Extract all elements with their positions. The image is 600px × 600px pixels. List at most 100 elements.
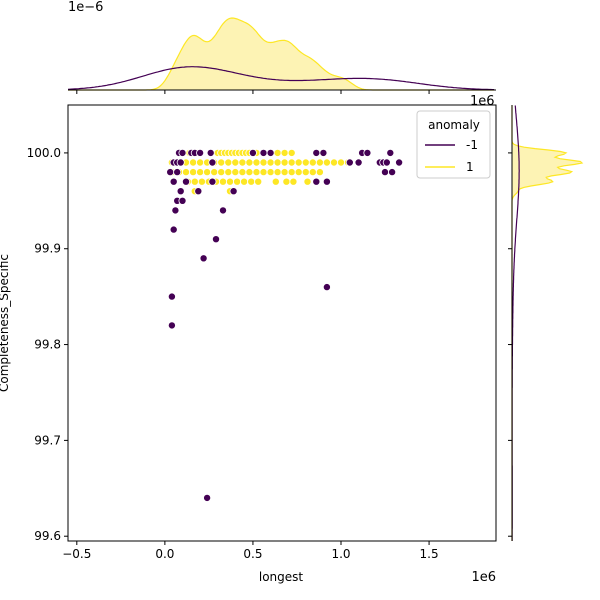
legend-title: anomaly bbox=[428, 118, 480, 132]
point-anomaly-1 bbox=[217, 168, 226, 177]
point-anomaly-1 bbox=[197, 177, 206, 186]
point-anomaly-1 bbox=[254, 177, 263, 186]
x-axis-offset-text: 1e6 bbox=[471, 570, 496, 585]
point-anomaly-1 bbox=[336, 158, 345, 167]
point-anomaly-1 bbox=[287, 158, 296, 167]
point-anomaly-1 bbox=[303, 177, 312, 186]
point-anomaly-1 bbox=[273, 158, 282, 167]
point-anomaly-neg1 bbox=[169, 177, 178, 186]
scatter-points bbox=[166, 148, 404, 502]
point-anomaly-neg1 bbox=[208, 177, 217, 186]
x-axis-ticks: −0.5 0.0 0.5 1.0 1.5 bbox=[62, 90, 439, 561]
top-marginal-kde-fill bbox=[68, 18, 495, 90]
point-anomaly-1 bbox=[224, 168, 233, 177]
point-anomaly-1 bbox=[271, 177, 280, 186]
y-axis-label: Completeness_Specific bbox=[0, 254, 11, 392]
point-anomaly-neg1 bbox=[167, 321, 176, 330]
point-anomaly-1 bbox=[224, 158, 233, 167]
point-anomaly-neg1 bbox=[206, 148, 215, 157]
point-anomaly-1 bbox=[266, 158, 275, 167]
x-tick-label: −0.5 bbox=[62, 547, 91, 561]
point-anomaly-1 bbox=[289, 177, 298, 186]
point-anomaly-neg1 bbox=[203, 493, 212, 502]
point-anomaly-1 bbox=[238, 168, 247, 177]
point-anomaly-neg1 bbox=[380, 168, 389, 177]
main-plot-area: −0.5 0.0 0.5 1.0 1.5 99.6 99.7 99.8 99.9 100.0 l… bbox=[0, 90, 512, 585]
point-anomaly-neg1 bbox=[322, 283, 331, 292]
point-anomaly-1 bbox=[301, 158, 310, 167]
point-anomaly-1 bbox=[196, 158, 205, 167]
point-anomaly-1 bbox=[245, 158, 254, 167]
y-tick-label: 99.6 bbox=[34, 529, 61, 543]
point-anomaly-1 bbox=[329, 158, 338, 167]
right-marginal-kde-fill bbox=[512, 105, 582, 541]
x-tick-label: 1.0 bbox=[331, 547, 350, 561]
point-anomaly-1 bbox=[315, 158, 324, 167]
point-anomaly-1 bbox=[217, 158, 226, 167]
point-anomaly-1 bbox=[190, 177, 199, 186]
point-anomaly-1 bbox=[308, 168, 317, 177]
point-anomaly-neg1 bbox=[178, 196, 187, 205]
point-anomaly-1 bbox=[280, 168, 289, 177]
point-anomaly-neg1 bbox=[248, 148, 257, 157]
x-tick-label: 1.5 bbox=[420, 547, 439, 561]
y-tick-label: 99.7 bbox=[34, 433, 61, 447]
point-anomaly-neg1 bbox=[199, 254, 208, 263]
point-anomaly-1 bbox=[245, 168, 254, 177]
y-tick-label: 99.8 bbox=[34, 338, 61, 352]
point-anomaly-1 bbox=[203, 168, 212, 177]
top-marginal-offset-text: 1e−6 bbox=[68, 0, 103, 15]
point-anomaly-1 bbox=[280, 148, 289, 157]
point-anomaly-1 bbox=[218, 177, 227, 186]
point-anomaly-1 bbox=[189, 158, 198, 167]
point-anomaly-neg1 bbox=[388, 168, 397, 177]
point-anomaly-1 bbox=[308, 158, 317, 167]
x-tick-label: 0.5 bbox=[243, 547, 262, 561]
point-anomaly-1 bbox=[181, 168, 190, 177]
point-anomaly-1 bbox=[196, 168, 205, 177]
right-marginal-offset-text: 1e6 bbox=[470, 94, 495, 109]
point-anomaly-neg1 bbox=[211, 235, 220, 244]
point-anomaly-1 bbox=[301, 168, 310, 177]
point-anomaly-1 bbox=[322, 158, 331, 167]
point-anomaly-neg1 bbox=[173, 168, 182, 177]
point-anomaly-neg1 bbox=[395, 158, 404, 167]
y-axis-ticks: 99.6 99.7 99.8 99.9 100.0 bbox=[27, 146, 512, 543]
x-tick-label: 0.0 bbox=[155, 547, 174, 561]
point-anomaly-neg1 bbox=[208, 158, 217, 167]
point-anomaly-1 bbox=[282, 177, 291, 186]
point-anomaly-1 bbox=[252, 168, 261, 177]
point-anomaly-1 bbox=[238, 158, 247, 167]
x-axis-label: longest bbox=[259, 570, 304, 584]
legend-label-neg1: -1 bbox=[466, 138, 478, 152]
point-anomaly-1 bbox=[294, 158, 303, 167]
point-anomaly-neg1 bbox=[363, 148, 372, 157]
point-anomaly-neg1 bbox=[386, 148, 395, 157]
point-anomaly-1 bbox=[231, 168, 240, 177]
legend: anomaly -1 1 bbox=[416, 110, 491, 179]
point-anomaly-neg1 bbox=[259, 148, 268, 157]
point-anomaly-neg1 bbox=[312, 177, 321, 186]
point-anomaly-1 bbox=[189, 168, 198, 177]
point-anomaly-neg1 bbox=[176, 158, 185, 167]
legend-label-1: 1 bbox=[466, 160, 474, 174]
point-anomaly-neg1 bbox=[169, 225, 178, 234]
point-anomaly-1 bbox=[252, 158, 261, 167]
y-tick-label: 99.9 bbox=[34, 242, 61, 256]
point-anomaly-1 bbox=[231, 158, 240, 167]
point-anomaly-1 bbox=[294, 168, 303, 177]
point-anomaly-1 bbox=[240, 177, 249, 186]
top-marginal-kde-line-neg1 bbox=[67, 66, 495, 91]
point-anomaly-1 bbox=[247, 177, 256, 186]
point-anomaly-neg1 bbox=[345, 158, 354, 167]
point-anomaly-neg1 bbox=[319, 148, 328, 157]
point-anomaly-neg1 bbox=[171, 206, 180, 215]
point-anomaly-neg1 bbox=[382, 158, 391, 167]
point-anomaly-neg1 bbox=[176, 187, 185, 196]
point-anomaly-1 bbox=[315, 168, 324, 177]
point-anomaly-neg1 bbox=[178, 148, 187, 157]
point-anomaly-neg1 bbox=[229, 187, 238, 196]
point-anomaly-1 bbox=[225, 177, 234, 186]
point-anomaly-neg1 bbox=[194, 187, 203, 196]
point-anomaly-1 bbox=[259, 168, 268, 177]
